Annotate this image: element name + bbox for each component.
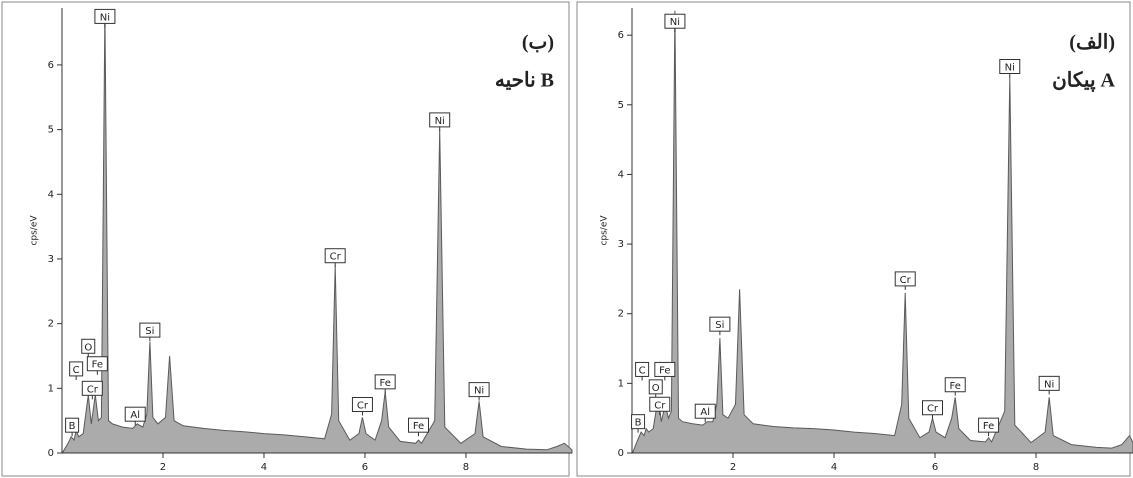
- peak-label-box: [631, 414, 646, 430]
- peak-label: O: [652, 383, 660, 394]
- peak-label: Cr: [654, 400, 666, 411]
- x-tick-label: 8: [1033, 462, 1039, 473]
- y-tick-label: 3: [618, 239, 624, 250]
- peak-label-box: [944, 377, 966, 393]
- x-tick-label: 2: [730, 462, 736, 473]
- peak-label-box: [894, 271, 916, 287]
- peak-label: Fe: [379, 378, 390, 389]
- peak-label: Ni: [435, 116, 445, 127]
- panel-subtitle: ناحیه B: [495, 70, 554, 92]
- panel-title: (ب): [522, 32, 554, 54]
- peak-label-box: [81, 380, 103, 396]
- peak-label-box: [999, 58, 1021, 74]
- peak-label-box: [649, 396, 671, 412]
- peak-label: Cr: [927, 404, 939, 415]
- peak-label-box: [978, 417, 1000, 433]
- peak-label: Ni: [474, 386, 484, 397]
- peak-label-box: [635, 361, 650, 377]
- y-tick-label: 4: [48, 189, 54, 200]
- peak-label-box: [124, 406, 146, 422]
- peak-label-box: [351, 396, 373, 412]
- x-tick-label: 8: [463, 462, 469, 473]
- peak-label-box: [94, 8, 116, 24]
- x-tick-label: 4: [831, 462, 837, 473]
- peak-label-box: [407, 417, 429, 433]
- y-axis-label: cps/eV: [30, 215, 40, 246]
- peak-label: Ni: [670, 17, 680, 28]
- peak-label: Si: [145, 326, 154, 337]
- peak-label: Fe: [659, 365, 670, 376]
- peak-label: Al: [700, 407, 710, 418]
- peak-label-box: [468, 382, 490, 398]
- x-tick-label: 6: [362, 462, 368, 473]
- peak-label-box: [65, 417, 80, 433]
- y-tick-label: 1: [48, 383, 54, 394]
- peak-label-box: [1038, 375, 1060, 391]
- peak-label: B: [635, 418, 642, 429]
- peak-label-box: [921, 400, 943, 416]
- y-tick-label: 0: [48, 448, 54, 459]
- x-tick-label: 4: [261, 462, 267, 473]
- y-tick-label: 5: [48, 125, 54, 136]
- peak-label-box: [694, 403, 716, 419]
- peak-label-box: [86, 356, 108, 372]
- peak-label: Fe: [983, 421, 994, 432]
- peak-label: Al: [130, 410, 140, 421]
- y-tick-label: 5: [618, 100, 624, 111]
- x-tick-label: 6: [932, 462, 938, 473]
- panel-subtitle: پیکان A: [1052, 70, 1115, 92]
- peak-label: Fe: [92, 360, 103, 371]
- peak-label: Cr: [900, 275, 912, 286]
- y-tick-label: 0: [618, 448, 624, 459]
- panel-frame: [576, 1, 1131, 477]
- panel-frame: [1, 1, 570, 477]
- peak-label-box: [81, 338, 96, 354]
- y-tick-label: 1: [618, 378, 624, 389]
- peak-label: C: [639, 365, 646, 376]
- y-tick-label: 6: [618, 30, 624, 41]
- peak-label: Cr: [357, 400, 369, 411]
- y-tick-label: 2: [48, 319, 54, 330]
- peak-label: O: [84, 342, 92, 353]
- peak-label-box: [664, 13, 686, 29]
- peak-label-box: [374, 374, 396, 390]
- peak-label: Cr: [330, 252, 342, 263]
- peak-label-box: [648, 379, 663, 395]
- y-axis-label: cps/eV: [600, 215, 610, 246]
- peak-label: C: [73, 365, 80, 376]
- peak-label: Si: [715, 320, 724, 331]
- peak-label: B: [69, 421, 76, 432]
- y-tick-label: 4: [618, 169, 624, 180]
- y-tick-label: 6: [48, 60, 54, 71]
- spectrum-area: [632, 10, 1133, 454]
- peak-label: Ni: [1044, 379, 1054, 390]
- peak-label: Ni: [100, 12, 110, 23]
- peak-label: Ni: [1005, 62, 1015, 73]
- peak-label-box: [429, 112, 451, 128]
- peak-label-box: [709, 316, 731, 332]
- peak-label-box: [69, 361, 84, 377]
- peak-label-box: [324, 248, 346, 264]
- peak-label: Fe: [950, 381, 961, 392]
- x-tick-label: 2: [160, 462, 166, 473]
- peak-label: Fe: [413, 421, 424, 432]
- peak-label-box: [654, 361, 676, 377]
- peak-label: Cr: [87, 384, 99, 395]
- y-tick-label: 3: [48, 254, 54, 265]
- panel-title: (الف): [1069, 32, 1115, 54]
- peak-label-box: [139, 322, 161, 338]
- spectrum-area: [62, 9, 573, 454]
- y-tick-label: 2: [618, 309, 624, 320]
